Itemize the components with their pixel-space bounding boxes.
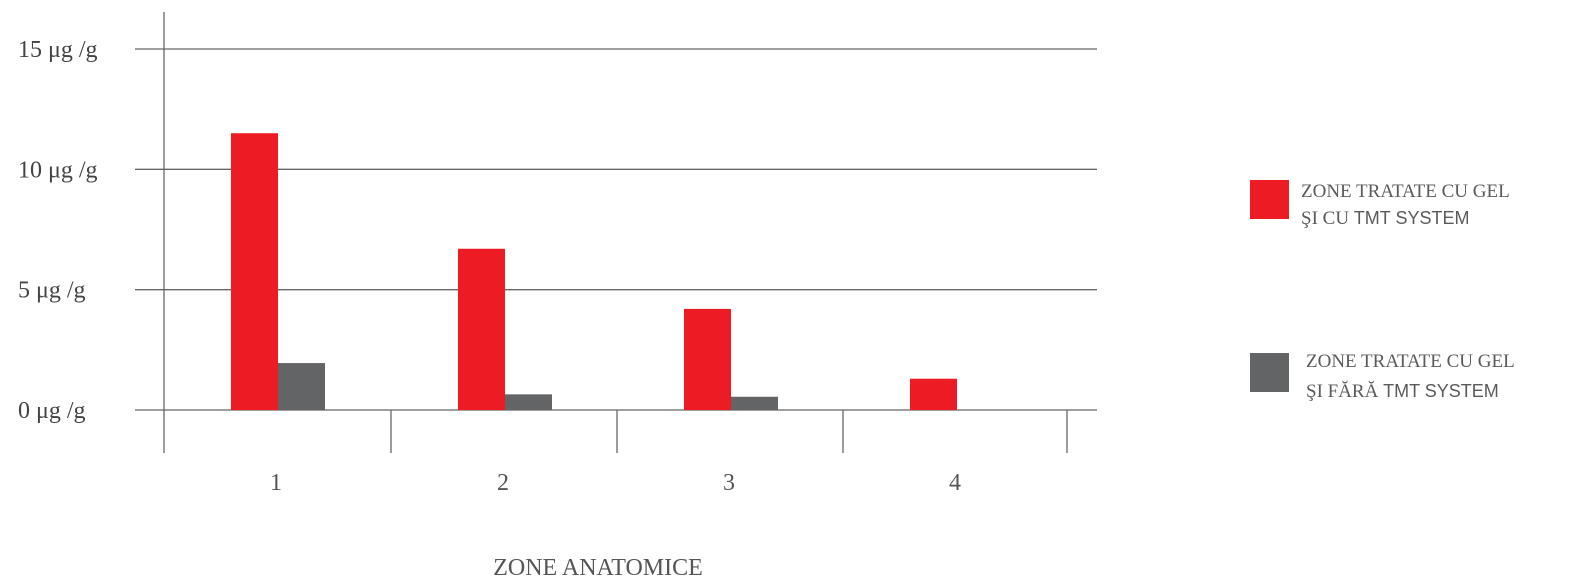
legend-label-suffix: TMT SYSTEM	[1383, 381, 1499, 401]
legend-label-prefix: ŞI FĂRĂ	[1306, 381, 1383, 402]
legend-swatch-2	[1250, 353, 1289, 392]
x-axis-label: ZONE ANATOMICE	[493, 555, 703, 581]
bars	[231, 133, 957, 410]
bar-series-1-cat-3	[684, 308, 731, 410]
legend-label-2-line1: ZONE TRATATE CU GEL	[1306, 351, 1515, 372]
legend-swatch-1	[1250, 180, 1289, 219]
y-tick-labels: 0 μg /g 5 μg /g 10 μg /g 15 μg /g	[18, 37, 98, 424]
x-tick-labels: 1 2 3 4	[270, 470, 961, 496]
bar-series-2-cat-2	[505, 394, 552, 410]
legend-label-prefix: ŞI CU	[1301, 208, 1354, 229]
bar-series-1-cat-4	[910, 378, 957, 410]
x-tick-label: 3	[723, 470, 735, 496]
legend-label-1-line2: ŞI CU TMT SYSTEM	[1301, 208, 1469, 229]
gridlines	[135, 48, 1097, 411]
bar-series-1-cat-2	[458, 248, 505, 410]
y-tick-label: 10 μg /g	[18, 157, 98, 183]
legend: ZONE TRATATE CU GEL ŞI CU TMT SYSTEM ZONE …	[1250, 180, 1515, 402]
x-tick-label: 1	[270, 470, 282, 496]
y-tick-label: 15 μg /g	[18, 37, 98, 63]
legend-label-2-line2: ŞI FĂRĂ TMT SYSTEM	[1306, 381, 1499, 402]
axes	[163, 12, 1068, 453]
bar-series-2-cat-3	[731, 396, 778, 410]
legend-label-suffix: TMT SYSTEM	[1354, 208, 1470, 228]
y-tick-label: 5 μg /g	[18, 278, 86, 304]
legend-label-1-line1: ZONE TRATATE CU GEL	[1301, 181, 1510, 202]
y-tick-label: 0 μg /g	[18, 398, 86, 424]
bar-series-1-cat-1	[231, 133, 278, 410]
bar-series-2-cat-1	[278, 363, 325, 410]
x-tick-label: 4	[949, 470, 961, 496]
x-tick-label: 2	[497, 470, 509, 496]
